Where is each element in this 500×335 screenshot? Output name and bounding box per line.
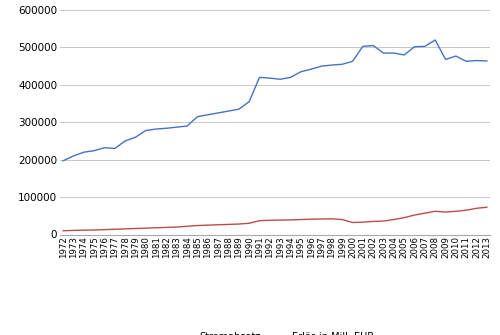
Erlös in Mill. EUR	[153, 226, 159, 230]
Erlös in Mill. EUR	[277, 218, 283, 222]
Erlös in Mill. EUR	[174, 225, 180, 229]
Erlös in Mill. EUR	[236, 222, 242, 226]
Stromabsatz	[143, 129, 149, 133]
Erlös in Mill. EUR	[112, 227, 118, 231]
Erlös in Mill. EUR	[432, 209, 438, 213]
Erlös in Mill. EUR	[246, 221, 252, 225]
Stromabsatz	[194, 115, 200, 119]
Stromabsatz	[350, 59, 356, 63]
Stromabsatz	[215, 111, 221, 115]
Erlös in Mill. EUR	[288, 218, 294, 222]
Erlös in Mill. EUR	[194, 223, 200, 227]
Erlös in Mill. EUR	[143, 226, 149, 230]
Erlös in Mill. EUR	[102, 227, 107, 231]
Erlös in Mill. EUR	[122, 227, 128, 231]
Erlös in Mill. EUR	[422, 211, 428, 215]
Erlös in Mill. EUR	[298, 217, 304, 221]
Erlös in Mill. EUR	[60, 229, 66, 233]
Stromabsatz	[484, 59, 490, 63]
Stromabsatz	[453, 54, 459, 58]
Erlös in Mill. EUR	[329, 217, 335, 221]
Erlös in Mill. EUR	[184, 224, 190, 228]
Stromabsatz	[308, 67, 314, 71]
Stromabsatz	[422, 44, 428, 48]
Line: Erlös in Mill. EUR: Erlös in Mill. EUR	[63, 207, 487, 231]
Stromabsatz	[70, 154, 76, 158]
Erlös in Mill. EUR	[226, 222, 232, 226]
Stromabsatz	[153, 127, 159, 131]
Erlös in Mill. EUR	[81, 228, 87, 232]
Erlös in Mill. EUR	[474, 206, 480, 210]
Stromabsatz	[256, 75, 262, 79]
Erlös in Mill. EUR	[401, 216, 407, 220]
Stromabsatz	[277, 77, 283, 81]
Erlös in Mill. EUR	[442, 210, 448, 214]
Stromabsatz	[442, 57, 448, 61]
Erlös in Mill. EUR	[164, 225, 170, 229]
Erlös in Mill. EUR	[412, 213, 418, 217]
Stromabsatz	[380, 51, 386, 55]
Stromabsatz	[298, 70, 304, 74]
Stromabsatz	[360, 44, 366, 48]
Stromabsatz	[391, 51, 397, 55]
Erlös in Mill. EUR	[360, 220, 366, 224]
Erlös in Mill. EUR	[91, 228, 97, 232]
Stromabsatz	[174, 125, 180, 129]
Erlös in Mill. EUR	[463, 208, 469, 212]
Erlös in Mill. EUR	[215, 223, 221, 227]
Stromabsatz	[184, 124, 190, 128]
Stromabsatz	[267, 76, 273, 80]
Stromabsatz	[60, 159, 66, 163]
Stromabsatz	[318, 64, 324, 68]
Erlös in Mill. EUR	[380, 219, 386, 223]
Erlös in Mill. EUR	[339, 217, 345, 221]
Stromabsatz	[236, 107, 242, 111]
Erlös in Mill. EUR	[308, 217, 314, 221]
Stromabsatz	[370, 44, 376, 48]
Stromabsatz	[288, 75, 294, 79]
Stromabsatz	[246, 100, 252, 104]
Stromabsatz	[102, 146, 107, 150]
Stromabsatz	[474, 59, 480, 63]
Stromabsatz	[329, 63, 335, 67]
Legend: Stromabsatz, Erlös in Mill. EUR: Stromabsatz, Erlös in Mill. EUR	[172, 329, 378, 335]
Erlös in Mill. EUR	[318, 217, 324, 221]
Erlös in Mill. EUR	[205, 223, 211, 227]
Stromabsatz	[412, 45, 418, 49]
Stromabsatz	[401, 53, 407, 57]
Stromabsatz	[463, 59, 469, 63]
Stromabsatz	[112, 146, 118, 150]
Erlös in Mill. EUR	[256, 219, 262, 223]
Stromabsatz	[432, 38, 438, 42]
Stromabsatz	[226, 109, 232, 113]
Erlös in Mill. EUR	[370, 219, 376, 223]
Erlös in Mill. EUR	[132, 226, 138, 230]
Stromabsatz	[81, 150, 87, 154]
Stromabsatz	[205, 113, 211, 117]
Erlös in Mill. EUR	[453, 209, 459, 213]
Erlös in Mill. EUR	[70, 228, 76, 232]
Stromabsatz	[132, 135, 138, 139]
Stromabsatz	[339, 62, 345, 66]
Erlös in Mill. EUR	[267, 218, 273, 222]
Erlös in Mill. EUR	[391, 217, 397, 221]
Line: Stromabsatz: Stromabsatz	[63, 40, 487, 161]
Erlös in Mill. EUR	[350, 220, 356, 224]
Stromabsatz	[91, 149, 97, 153]
Stromabsatz	[164, 126, 170, 130]
Stromabsatz	[122, 139, 128, 143]
Erlös in Mill. EUR	[484, 205, 490, 209]
